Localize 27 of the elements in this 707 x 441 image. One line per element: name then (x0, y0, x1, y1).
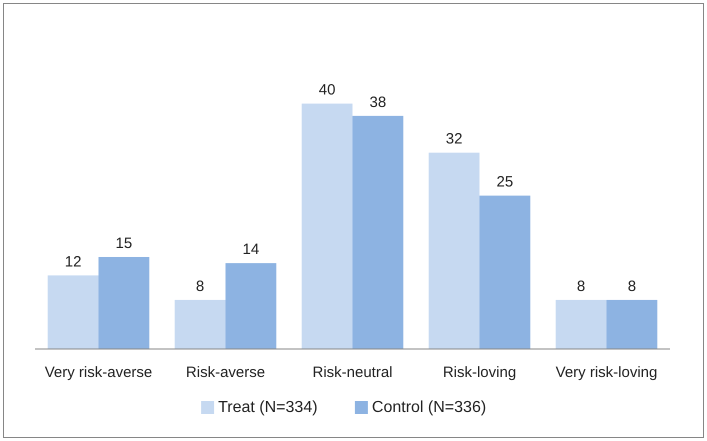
data-label: 14 (242, 241, 260, 258)
bar (98, 256, 150, 349)
x-tick-label: Very risk-loving (556, 364, 658, 381)
x-tick-label: Risk-neutral (312, 364, 393, 381)
data-label: 8 (196, 278, 204, 295)
data-label: 15 (116, 234, 132, 252)
x-tick-label: Risk-loving (442, 364, 516, 381)
bar (302, 104, 352, 349)
data-label: 8 (628, 278, 636, 295)
legend-label: Treat (N=334) (218, 399, 318, 416)
x-tick-label: Risk-averse (186, 364, 266, 381)
bar (352, 116, 404, 349)
legend-label: Control (N=336) (372, 399, 486, 416)
data-label: 25 (496, 174, 514, 191)
data-label: 40 (318, 82, 336, 99)
bar (428, 152, 480, 349)
bar (226, 263, 276, 349)
bar (480, 196, 530, 349)
data-label: 8 (576, 278, 586, 295)
bar (48, 275, 98, 349)
data-label: 38 (370, 94, 386, 111)
bar (556, 300, 606, 349)
data-label: 32 (446, 130, 462, 148)
data-label: 12 (64, 253, 82, 270)
bar (606, 300, 658, 349)
bar (174, 300, 226, 349)
x-tick-label: Very risk-averse (44, 364, 152, 381)
